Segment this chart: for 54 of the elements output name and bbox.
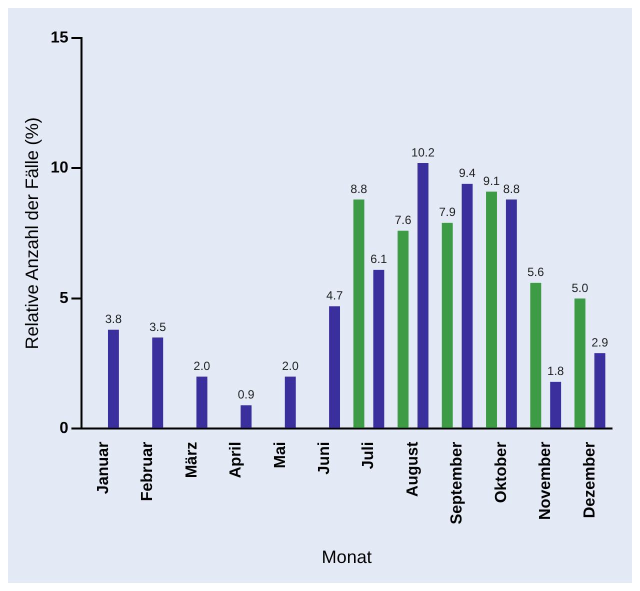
- bar: [462, 184, 473, 428]
- x-tick-label: November: [537, 442, 554, 520]
- bar: [550, 382, 562, 428]
- bar: [506, 199, 517, 428]
- y-tick-label: 5: [59, 290, 68, 307]
- x-tick-label: Dezember: [581, 442, 598, 518]
- x-tick-label: Januar: [94, 442, 112, 494]
- x-tick-label: August: [404, 441, 422, 497]
- bar: [574, 298, 586, 428]
- x-tick-label: Juli: [360, 442, 378, 470]
- bar: [240, 405, 252, 428]
- bar: [196, 376, 208, 428]
- x-axis-title: Monat: [322, 547, 372, 568]
- bar: [442, 222, 453, 428]
- bar: [418, 163, 428, 428]
- data-label: 0.9: [238, 388, 255, 402]
- x-tick-label: März: [183, 442, 200, 478]
- data-label: 5.6: [527, 265, 544, 280]
- bar: [329, 306, 340, 428]
- bar: [373, 270, 384, 428]
- data-label: 8.8: [350, 182, 368, 196]
- data-label: 10.2: [411, 145, 435, 160]
- x-tick-label: April: [228, 442, 245, 478]
- y-tick-label: 15: [50, 29, 68, 46]
- data-label: 1.8: [547, 364, 564, 378]
- data-label: 3.5: [149, 320, 166, 334]
- bar: [152, 338, 164, 428]
- x-tick-label: Oktober: [492, 442, 510, 504]
- data-label: 7.6: [394, 213, 412, 228]
- x-tick-label: September: [448, 442, 466, 524]
- x-tick-label: Februar: [139, 442, 156, 502]
- bar: [353, 199, 364, 428]
- x-tick-label: Mai: [272, 442, 289, 468]
- data-label: 8.8: [503, 182, 520, 196]
- y-tick-label: 10: [50, 160, 68, 177]
- data-label: 9.1: [483, 174, 500, 188]
- data-label: 9.4: [458, 166, 476, 180]
- bar: [284, 376, 296, 428]
- data-label: 4.7: [326, 288, 344, 303]
- data-label: 5.0: [572, 280, 589, 295]
- bar: [594, 353, 606, 428]
- y-axis-title: Relative Anzahl der Fälle (%): [22, 117, 42, 350]
- data-label: 3.8: [105, 312, 122, 326]
- bar: [530, 282, 542, 428]
- data-label: 7.9: [438, 205, 456, 220]
- data-label: 6.1: [370, 252, 388, 266]
- bar: [108, 330, 119, 428]
- y-tick-label: 0: [59, 420, 68, 438]
- x-tick-label: Juni: [316, 442, 333, 475]
- data-label: 2.0: [282, 358, 299, 373]
- data-label: 2.9: [591, 335, 609, 350]
- data-label: 2.0: [194, 358, 211, 373]
- bar: [398, 230, 409, 428]
- bar: [486, 192, 497, 428]
